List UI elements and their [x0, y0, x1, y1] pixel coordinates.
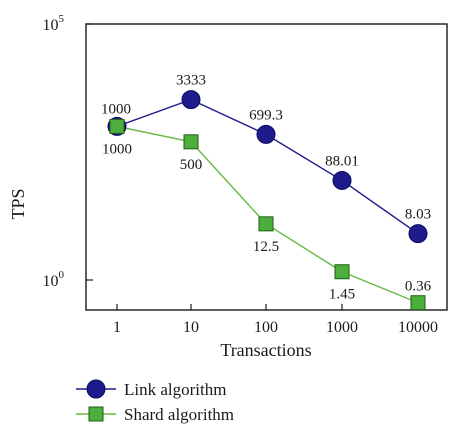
link-data-label: 88.01 — [325, 153, 359, 169]
shard-point — [109, 118, 125, 134]
link-data-label: 8.03 — [405, 207, 431, 223]
y-tick-label: 105 — [43, 13, 65, 34]
link-data-label: 1000 — [101, 101, 131, 117]
x-axis-ticks: 1 10 100 1000 10000 — [113, 304, 438, 336]
x-tick-label: 10000 — [398, 319, 438, 336]
x-tick-label: 1 — [113, 319, 121, 336]
y-axis-label: TPS — [8, 188, 28, 219]
legend-marker-shard — [88, 406, 104, 422]
legend-label-shard: Shard algorithm — [124, 405, 234, 424]
shard-data-label: 12.5 — [253, 239, 279, 255]
data-labels: 1000 3333 699.3 88.01 8.03 1000 500 12.5 1.45 0.3… — [101, 73, 432, 303]
series-layer — [107, 90, 428, 311]
legend-label-link: Link algorithm — [124, 380, 226, 399]
link-point — [256, 124, 276, 144]
shard-point — [410, 295, 426, 311]
link-point — [181, 90, 201, 110]
x-tick-label: 10 — [183, 319, 199, 336]
legend-marker-link — [86, 379, 106, 399]
x-tick-label: 1000 — [326, 319, 358, 336]
shard-point — [183, 134, 199, 150]
shard-point — [258, 216, 274, 232]
x-axis-label: Transactions — [220, 340, 311, 360]
link-point — [408, 224, 428, 244]
legend: Link algorithm Shard algorithm — [76, 379, 234, 424]
link-point — [332, 170, 352, 190]
plot-area — [85, 23, 448, 311]
shard-data-label: 500 — [180, 157, 203, 173]
shard-data-label: 1.45 — [329, 287, 355, 303]
y-tick-label: 100 — [43, 269, 65, 290]
link-data-label: 699.3 — [249, 107, 283, 123]
shard-point — [334, 264, 350, 280]
x-tick-label: 100 — [254, 319, 278, 336]
y-axis-ticks: 100 105 — [43, 13, 93, 290]
series-line-shard — [116, 125, 419, 304]
link-data-label: 3333 — [176, 73, 206, 89]
shard-data-label: 0.36 — [405, 279, 432, 295]
shard-data-label: 1000 — [102, 141, 132, 157]
